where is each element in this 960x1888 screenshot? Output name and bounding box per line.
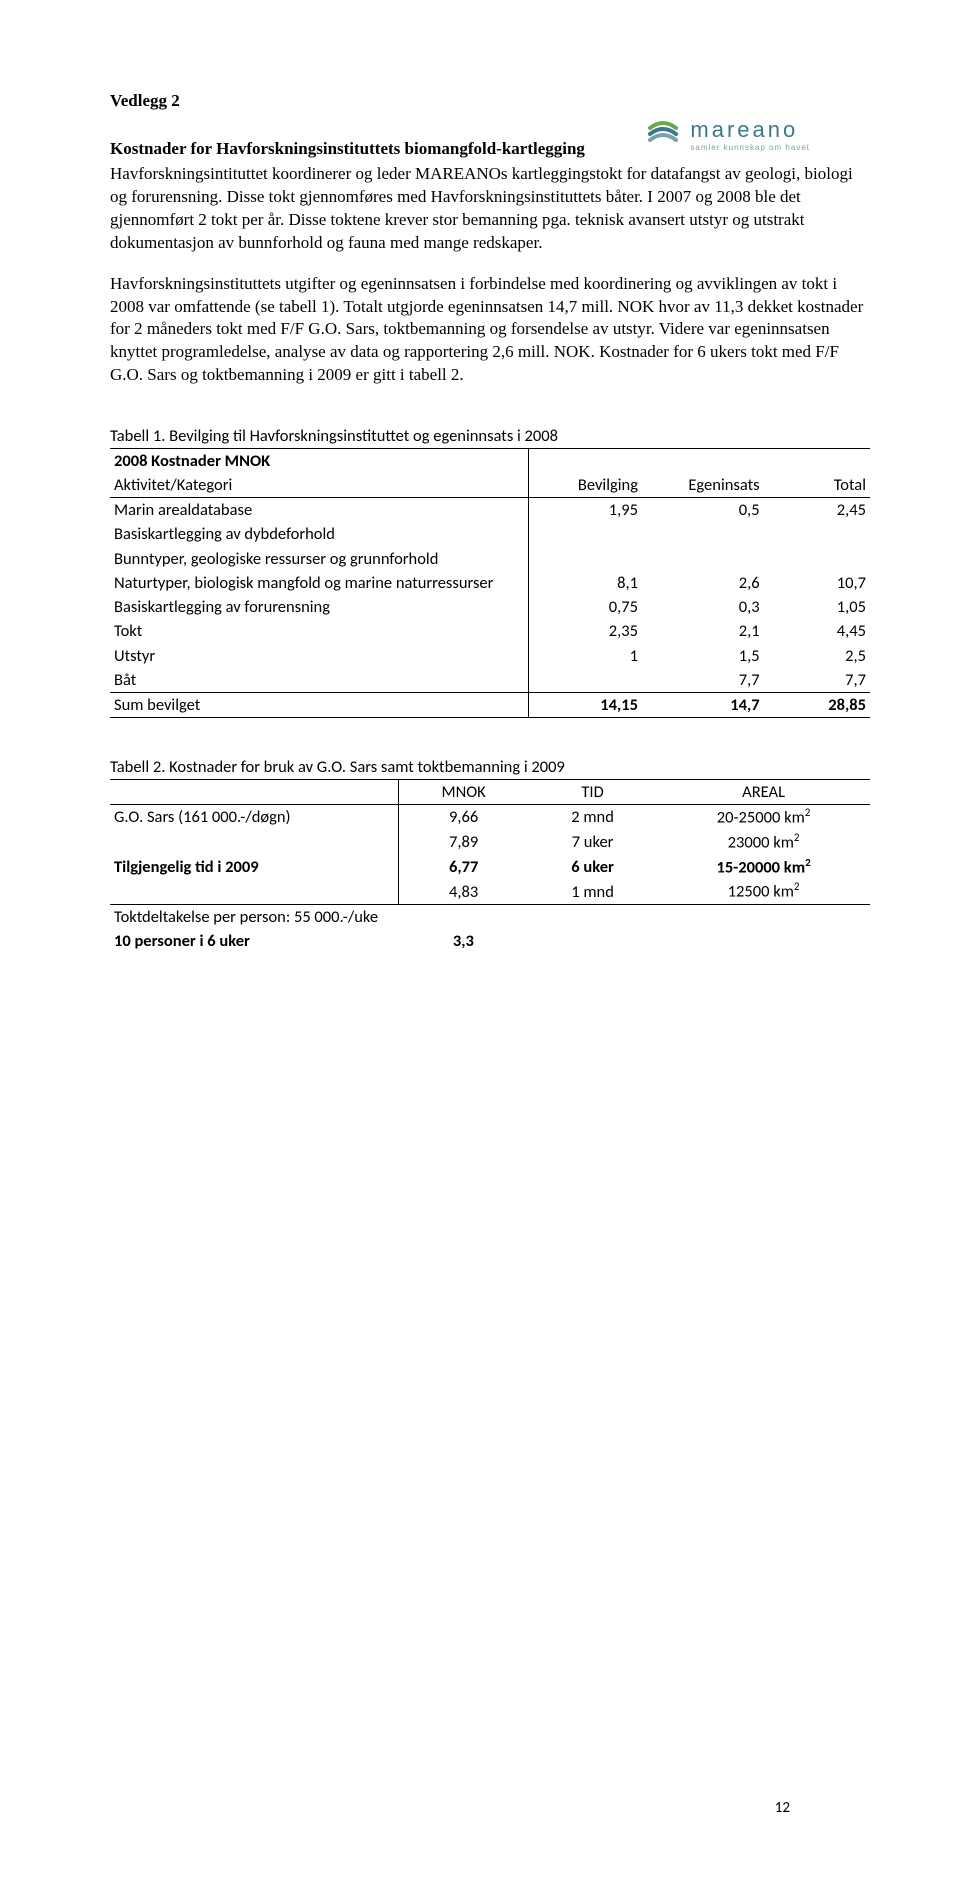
table1-h2: Egeninsats: [642, 473, 764, 498]
table-row: 7,89 7 uker 23000 km2: [110, 830, 870, 855]
table-row: 10 personer i 6 uker 3,3: [110, 929, 870, 953]
paragraph-2: Havforskningsinstituttets utgifter og eg…: [110, 273, 870, 388]
table1-h1: Bevilging: [528, 473, 642, 498]
table2-h1: MNOK: [399, 779, 528, 804]
table-row: G.O. Sars (161 000.-/døgn) 9,66 2 mnd 20…: [110, 804, 870, 829]
logo-mark-icon: [646, 114, 680, 155]
table-row: Tokt 2,35 2,1 4,45: [110, 619, 870, 643]
table2-caption: Tabell 2. Kostnader for bruk av G.O. Sar…: [110, 756, 870, 778]
table1: 2008 Kostnader MNOK Aktivitet/Kategori B…: [110, 448, 870, 719]
table1-h3: Total: [764, 473, 870, 498]
table2: MNOK TID AREAL G.O. Sars (161 000.-/døgn…: [110, 779, 870, 954]
table2-h2: TID: [528, 779, 657, 804]
table2-h0: [110, 779, 399, 804]
table-row: Båt 7,7 7,7: [110, 668, 870, 693]
brand-logo: mareano samler kunnskap om havet: [646, 114, 810, 155]
table-row: Basiskartlegging av forurensning 0,75 0,…: [110, 595, 870, 619]
table-row: Naturtyper, biologisk mangfold og marine…: [110, 571, 870, 595]
table1-h0: Aktivitet/Kategori: [110, 473, 528, 498]
paragraph-1: Havforskningsintituttet koordinerer og l…: [110, 163, 870, 255]
table-row: Tilgjengelig tid i 2009 6,77 6 uker 15-2…: [110, 855, 870, 880]
logo-tagline: samler kunnskap om havet: [690, 143, 810, 154]
table2-h3: AREAL: [657, 779, 870, 804]
page-number: 12: [775, 1798, 790, 1818]
table1-caption: Tabell 1. Bevilging til Havforskningsins…: [110, 425, 870, 447]
table-row: Toktdeltakelse per person: 55 000.-/uke: [110, 905, 870, 930]
table-row: Marin arealdatabase 1,95 0,5 2,45: [110, 498, 870, 523]
table1-title: 2008 Kostnader MNOK: [110, 448, 528, 473]
table-row: Utstyr 1 1,5 2,5: [110, 644, 870, 668]
logo-name: mareano: [690, 115, 810, 145]
attachment-heading: Vedlegg 2: [110, 90, 870, 113]
table-row: Basiskartlegging av dybdeforhold: [110, 522, 870, 546]
table-row: Bunntyper, geologiske ressurser og grunn…: [110, 547, 870, 571]
table-row: 4,83 1 mnd 12500 km2: [110, 879, 870, 904]
table1-sum-row: Sum bevilget 14,15 14,7 28,85: [110, 693, 870, 718]
